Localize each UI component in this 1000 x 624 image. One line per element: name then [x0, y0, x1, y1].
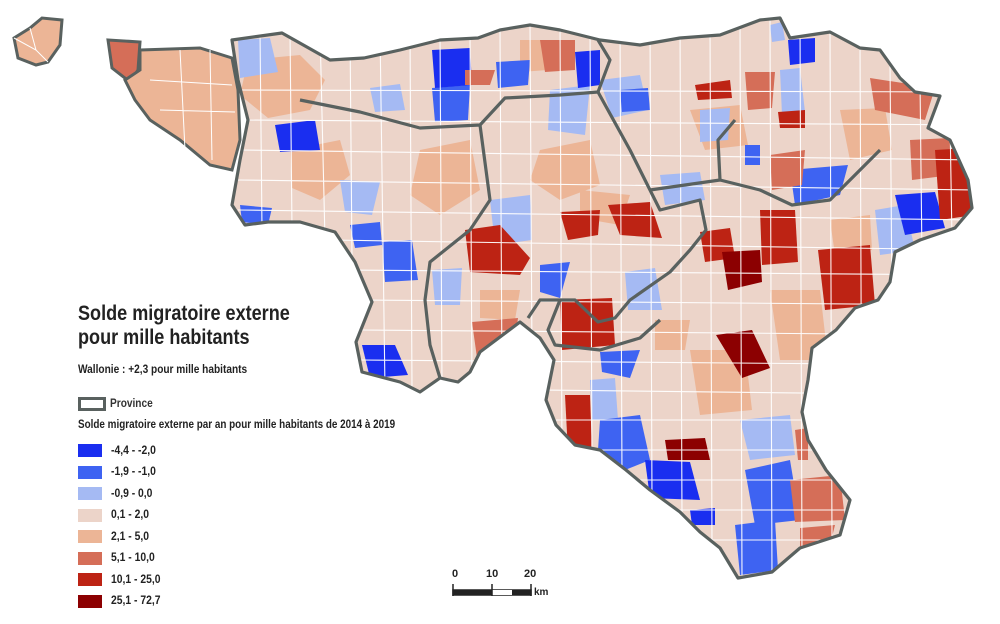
- legend-label: 10,1 - 25,0: [111, 573, 161, 586]
- province-borders: [299, 39, 882, 379]
- legend-swatch: [78, 573, 102, 587]
- legend-label: 25,1 - 72,7: [111, 595, 161, 608]
- legend-item: 0,1 - 2,0: [78, 505, 166, 527]
- commune-area: [540, 40, 575, 72]
- legend-label: 2,1 - 5,0: [111, 530, 149, 543]
- legend-label: 0,1 - 2,0: [111, 509, 149, 522]
- commune-area: [598, 415, 650, 470]
- legend-item: 10,1 - 25,0: [78, 569, 166, 591]
- legend-item: 25,1 - 72,7: [78, 591, 166, 613]
- commune-area: [410, 140, 480, 215]
- commune-area: [735, 520, 778, 575]
- commune-area: [600, 350, 640, 378]
- commune-area: [432, 48, 472, 88]
- commune-area: [788, 38, 815, 65]
- scale-tick-20: 20: [524, 568, 537, 580]
- legend-swatch: [78, 530, 102, 544]
- legend-item: 5,1 - 10,0: [78, 548, 166, 570]
- commune-area: [238, 38, 278, 78]
- legend-swatch: [78, 444, 102, 458]
- commune-area: [830, 215, 872, 255]
- scale-bar: 0 10 20 km: [452, 568, 552, 602]
- province-legend: Province: [78, 397, 159, 411]
- commune-area: [778, 110, 805, 128]
- commune-area: [895, 192, 945, 235]
- legend-item: -4,4 - -2,0: [78, 440, 166, 462]
- legend-swatch: [78, 594, 102, 608]
- commune-area: [745, 460, 800, 525]
- wallonie-note: Wallonie : +2,3 pour mille habitants: [78, 364, 248, 376]
- commune-area: [432, 85, 470, 122]
- commune-area: [770, 150, 805, 190]
- legend-label: -1,9 - -1,0: [111, 466, 156, 479]
- legend-item: -0,9 - 0,0: [78, 483, 166, 505]
- map-title: Solde migratoire externe pour mille habi…: [78, 302, 290, 349]
- legend-item: 2,1 - 5,0: [78, 526, 166, 548]
- legend-swatch: [78, 487, 102, 501]
- commune-area: [560, 298, 615, 350]
- province-swatch: [78, 397, 106, 411]
- commune-area: [382, 240, 418, 282]
- commune-area: [800, 525, 835, 548]
- legend-label: -0,9 - 0,0: [111, 487, 153, 500]
- commune-area: [690, 508, 715, 525]
- commune-area: [620, 88, 650, 112]
- commune-area: [290, 140, 350, 200]
- commune-area: [370, 84, 405, 112]
- commune-area: [590, 378, 618, 420]
- legend-label: -4,4 - -2,0: [111, 444, 156, 457]
- commune-area: [575, 50, 600, 88]
- commune-area: [716, 330, 770, 378]
- commune-area: [770, 22, 785, 42]
- commune-area: [660, 172, 705, 205]
- commune-area: [665, 438, 710, 460]
- commune-polygons: [237, 19, 972, 578]
- legend-swatch: [78, 465, 102, 479]
- commune-area: [350, 222, 382, 248]
- province-legend-label: Province: [110, 398, 153, 410]
- legend-item: -1,9 - -1,0: [78, 462, 166, 484]
- legend-title: Solde migratoire externe par an pour mil…: [78, 419, 396, 431]
- legend-swatch: [78, 508, 102, 522]
- commune-area: [770, 290, 828, 360]
- commune-area: [465, 225, 530, 275]
- commune-area: [818, 245, 875, 310]
- commune-borders: [237, 19, 972, 578]
- commune-area: [565, 395, 592, 452]
- commune-area: [722, 250, 762, 290]
- commune-area: [840, 108, 892, 160]
- exclave-comines: [12, 16, 64, 67]
- commune-area: [465, 70, 495, 85]
- legend: -4,4 - -2,0 -1,9 - -1,0 -0,9 - 0,0 0,1 - 2,…: [78, 440, 166, 612]
- commune-area: [496, 60, 530, 88]
- commune-area: [432, 268, 462, 305]
- commune-area: [560, 210, 600, 240]
- commune-area: [745, 145, 760, 165]
- legend-label: 5,1 - 10,0: [111, 552, 155, 565]
- scale-tick-0: 0: [452, 568, 459, 580]
- commune-area: [340, 180, 380, 215]
- scale-unit: km: [534, 587, 549, 598]
- commune-area: [760, 210, 798, 265]
- commune-area: [700, 108, 730, 142]
- scale-bar-graphic: [452, 584, 532, 596]
- scale-tick-10: 10: [486, 568, 499, 580]
- commune-area: [540, 262, 570, 298]
- legend-swatch: [78, 551, 102, 565]
- commune-area: [480, 290, 520, 320]
- commune-area: [275, 120, 320, 152]
- commune-area: [655, 320, 690, 350]
- commune-area: [695, 80, 732, 100]
- commune-area: [608, 202, 662, 238]
- commune-area: [740, 415, 795, 460]
